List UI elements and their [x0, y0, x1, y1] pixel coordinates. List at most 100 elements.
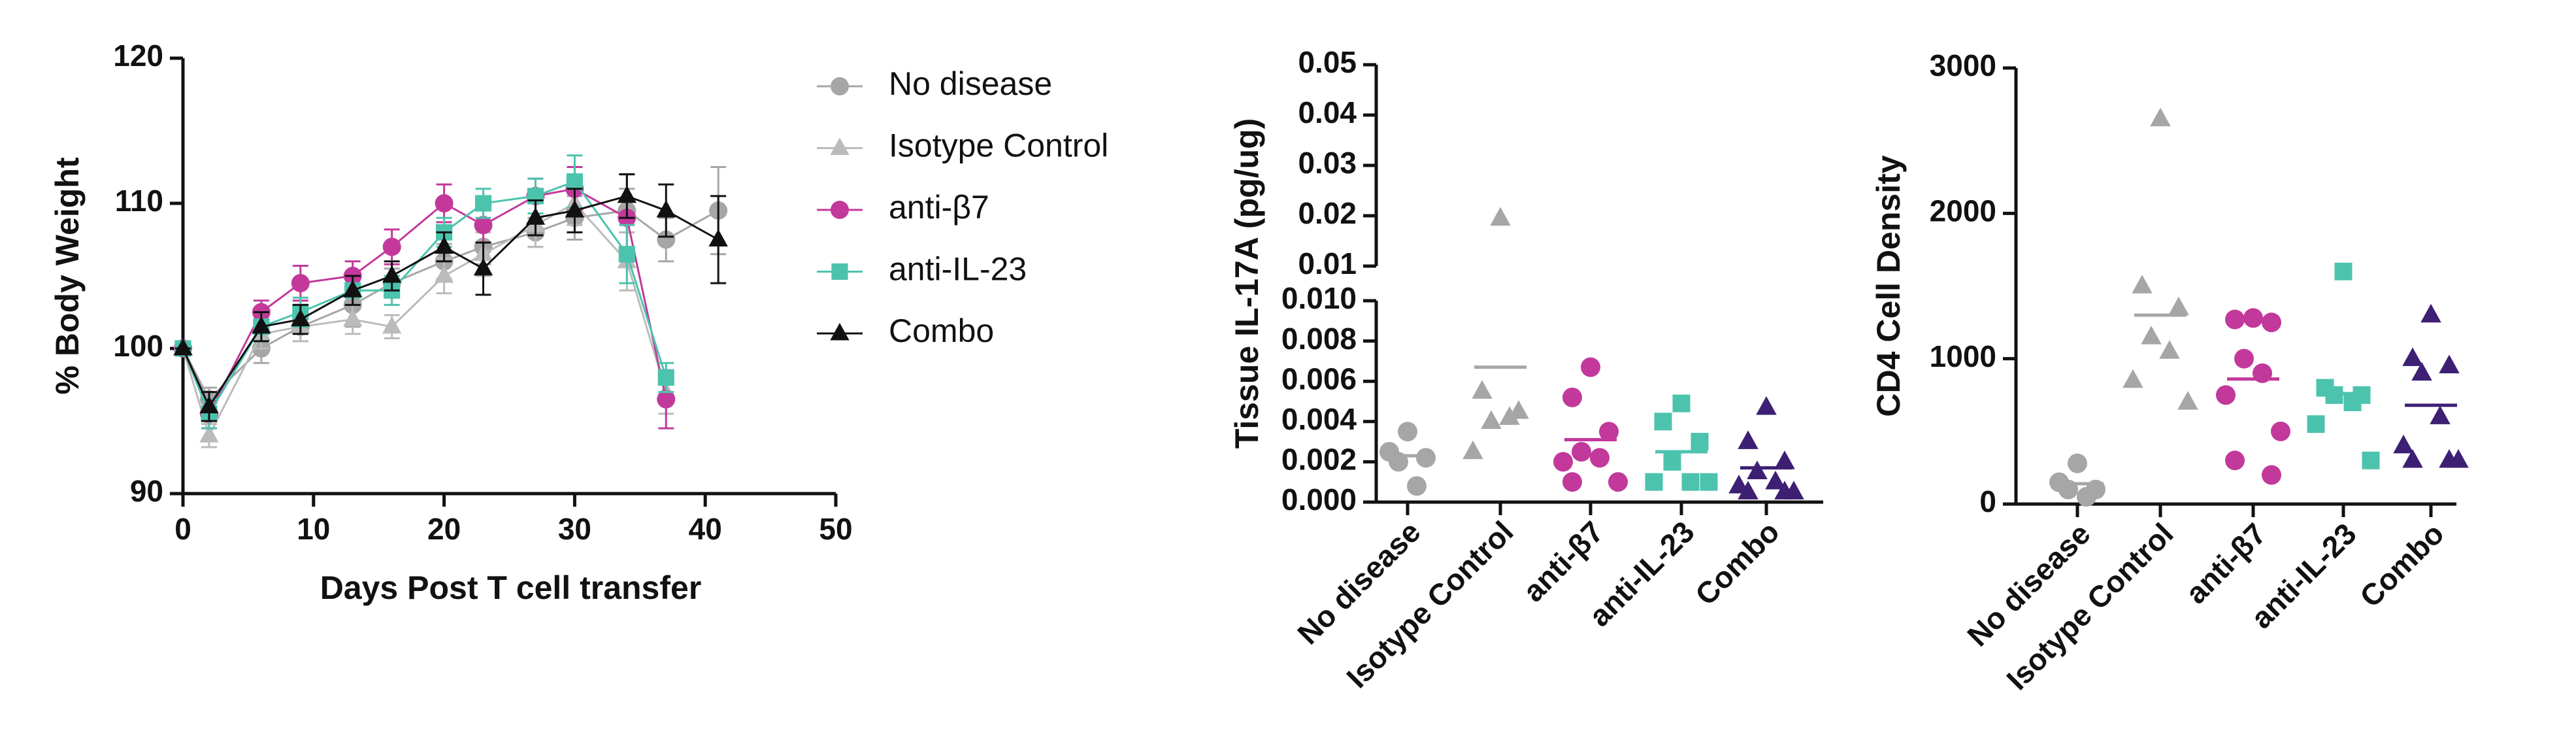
- y-tick-label: 0.04: [1298, 95, 1357, 129]
- data-point: [708, 229, 728, 246]
- data-point: [1663, 452, 1681, 471]
- data-point: [474, 195, 492, 212]
- data-point: [1608, 472, 1628, 492]
- data-point: [1562, 472, 1582, 492]
- y-tick-label: 0.000: [1281, 482, 1357, 516]
- data-point: [291, 309, 310, 327]
- data-point: [1407, 476, 1427, 496]
- data-point: [1691, 433, 1709, 451]
- data-point: [1738, 481, 1759, 499]
- data-point: [343, 280, 363, 297]
- category-label: Combo: [2353, 516, 2451, 614]
- data-point: [1490, 207, 1511, 226]
- data-point: [382, 265, 402, 283]
- data-point: [1599, 422, 1619, 442]
- data-point: [2262, 465, 2281, 485]
- data-point: [1654, 413, 1672, 431]
- y-axis-label: % Body Weight: [49, 157, 86, 394]
- y-tick-label: 110: [115, 184, 163, 218]
- data-point: [382, 316, 402, 334]
- data-point: [199, 396, 219, 414]
- data-point: [2343, 393, 2362, 411]
- data-point: [2402, 347, 2423, 366]
- data-point: [2122, 369, 2143, 388]
- legend-label: anti-IL-23: [889, 251, 1027, 288]
- category-label: anti-β7: [1516, 515, 1610, 608]
- data-point: [2402, 449, 2423, 468]
- data-point: [1738, 430, 1759, 449]
- y-tick-label: 0.004: [1281, 402, 1357, 436]
- data-point: [2262, 313, 2281, 333]
- y-tick-label: 1000: [1930, 339, 1996, 373]
- y-axis-label: Tissue IL-17A (pg/ug): [1229, 118, 1265, 449]
- data-point: [2334, 262, 2353, 280]
- data-point: [435, 194, 454, 212]
- data-point: [2362, 451, 2380, 469]
- data-point: [1700, 473, 1718, 491]
- data-point: [2225, 450, 2245, 471]
- x-tick-label: 30: [558, 512, 591, 546]
- data-point: [1472, 380, 1493, 399]
- data-point: [434, 265, 454, 283]
- x-tick-label: 40: [689, 512, 722, 546]
- data-point: [1681, 473, 1700, 491]
- legend-label: No disease: [889, 65, 1052, 102]
- y-tick-label: 0.05: [1298, 45, 1357, 79]
- x-tick-label: 50: [819, 512, 852, 546]
- y-axis-label: CD4 Cell Density: [1870, 155, 1907, 416]
- data-point: [343, 309, 363, 327]
- y-tick-label: 0: [1979, 484, 1996, 518]
- data-point: [1747, 460, 1768, 480]
- data-point: [2177, 391, 2198, 410]
- data-point: [657, 369, 674, 386]
- y-tick-label: 0.002: [1281, 443, 1357, 477]
- y-tick-label: 90: [130, 474, 163, 508]
- data-point: [2141, 326, 2162, 345]
- x-tick-label: 20: [427, 512, 461, 546]
- data-point: [2150, 107, 2171, 127]
- data-point: [199, 425, 219, 443]
- x-tick-label: 10: [297, 512, 330, 546]
- series-line: [182, 202, 667, 439]
- data-point: [617, 185, 637, 203]
- y-tick-label: 0.006: [1281, 362, 1357, 396]
- data-point: [173, 337, 193, 356]
- data-point: [1672, 394, 1691, 413]
- data-point: [2225, 309, 2245, 330]
- x-axis-label: Days Post T cell transfer: [320, 569, 702, 606]
- y-tick-label: 100: [113, 329, 163, 363]
- y-tick-label: 120: [113, 39, 163, 73]
- data-point: [382, 237, 401, 256]
- data-point: [2420, 303, 2441, 323]
- y-tick-label: 0.01: [1298, 246, 1357, 280]
- data-point: [2271, 421, 2290, 441]
- data-point: [1590, 448, 1610, 468]
- data-point: [1645, 473, 1663, 491]
- data-point: [566, 173, 583, 190]
- data-point: [1774, 481, 1795, 499]
- data-point: [1756, 396, 1777, 415]
- y-tick-label: 0.03: [1298, 146, 1357, 180]
- data-point: [1765, 470, 1786, 490]
- data-point: [2132, 275, 2153, 294]
- data-point: [2393, 434, 2414, 454]
- legend-label: anti-β7: [889, 189, 989, 226]
- data-point: [618, 246, 635, 263]
- data-point: [2168, 296, 2189, 316]
- data-point: [657, 230, 676, 249]
- data-point: [656, 200, 676, 218]
- data-point: [2411, 362, 2432, 381]
- data-point: [252, 316, 271, 334]
- data-point: [2430, 405, 2451, 424]
- x-tick-label: 0: [174, 512, 191, 546]
- data-point: [1462, 440, 1483, 460]
- data-point: [291, 274, 310, 293]
- data-point: [565, 200, 585, 218]
- legend-marker: [831, 201, 849, 219]
- data-point: [1398, 422, 1417, 442]
- data-point: [1553, 452, 1573, 472]
- data-point: [473, 258, 493, 276]
- legend-marker: [830, 322, 850, 341]
- y-tick-label: 0.02: [1298, 196, 1357, 230]
- legend-marker: [830, 137, 850, 155]
